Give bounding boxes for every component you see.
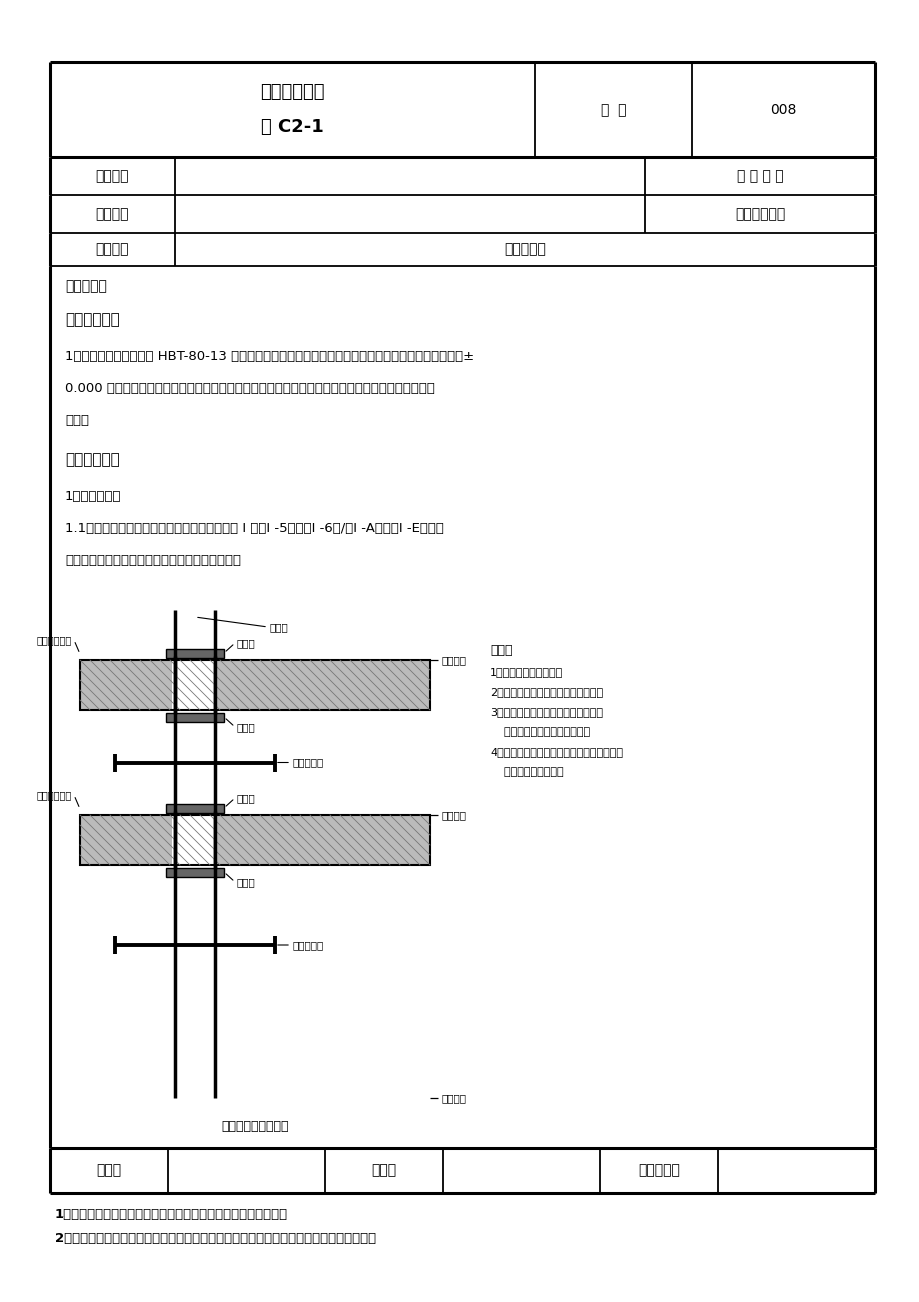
Text: 技术交底记录: 技术交底记录: [260, 83, 324, 102]
Text: 首层标高: 首层标高: [441, 1092, 467, 1103]
Text: 泵送混凝土: 泵送混凝土: [504, 242, 545, 256]
Bar: [80, 815, 429, 865]
Text: 编  号: 编 号: [600, 103, 626, 117]
Text: 表 C2-1: 表 C2-1: [261, 118, 323, 135]
Bar: [80, 660, 429, 710]
Text: 施工单位: 施工单位: [96, 207, 129, 221]
Text: 1、本表由施工单位填写，交底单位与接受交底单位各保存一份。: 1、本表由施工单位填写，交底单位与接受交底单位各保存一份。: [55, 1208, 288, 1221]
Text: 2、当做分项工程施工技术交底时，应填写「分项工程名称」栏，其他技术交底可不填写。: 2、当做分项工程施工技术交底时，应填写「分项工程名称」栏，其他技术交底可不填写。: [55, 1233, 376, 1246]
Bar: [80, 660, 429, 710]
Text: 橡胶垫: 橡胶垫: [237, 793, 255, 803]
Text: 交底人: 交底人: [371, 1164, 396, 1177]
Text: 橡胶垫: 橡胶垫: [237, 878, 255, 887]
Bar: [165, 648, 223, 658]
Text: 3、泵管穿过楼板处必须垫上橡胶垫，: 3、泵管穿过楼板处必须垫上橡胶垫，: [490, 707, 602, 717]
Text: 避免弯管直接受力。: 避免弯管直接受力。: [490, 767, 563, 777]
Bar: [80, 815, 429, 865]
Bar: [165, 712, 223, 721]
Text: 木楔子: 木楔子: [269, 622, 289, 631]
Text: 钢管架支撑: 钢管架支撑: [292, 940, 323, 950]
Bar: [165, 867, 223, 876]
Text: 0.000 后，地泵泵车及泵管等设备须进场并检验合格，安放地泵的场地平整硬化完毕且场地灌车通行: 0.000 后，地泵泵车及泵管等设备须进场并检验合格，安放地泵的场地平整硬化完毕…: [65, 381, 435, 395]
Text: 说明：: 说明：: [490, 643, 512, 656]
Text: 4、首层弯管与竖向管交界处加钢管架支撑，: 4、首层弯管与竖向管交界处加钢管架支撑，: [490, 747, 622, 756]
Text: 橡胶垫: 橡胶垫: [237, 638, 255, 648]
Text: 三、作业条件: 三、作业条件: [65, 312, 119, 328]
Text: 分项工程名称: 分项工程名称: [734, 207, 784, 221]
Text: 橡胶垫: 橡胶垫: [237, 723, 255, 732]
Text: 1、泵管布置：: 1、泵管布置：: [65, 490, 121, 503]
Text: 便捷。: 便捷。: [65, 414, 89, 427]
Text: 楼层标高: 楼层标高: [441, 810, 467, 820]
Text: 接受交底人: 接受交底人: [638, 1164, 679, 1177]
Text: 钢管架支撑: 钢管架支撑: [292, 758, 323, 767]
Text: 2、必须经常检查泵管加固是否牢固。: 2、必须经常检查泵管加固是否牢固。: [490, 687, 603, 697]
Text: 1.1竖向立管：本工程砼采用单立管输送，设在 I 段（I -5）～（I -6）/（I -A）～（I -E）间后: 1.1竖向立管：本工程砼采用单立管输送，设在 I 段（I -5）～（I -6）/…: [65, 522, 443, 535]
Text: 审核人: 审核人: [96, 1164, 121, 1177]
Text: 1、地上部分砼泵送采用 HBT-80-13 型拖式泵车一台（简称地泵），地下部分为汽车泵，施工进度至出±: 1、地上部分砼泵送采用 HBT-80-13 型拖式泵车一台（简称地泵），地下部分…: [65, 349, 473, 362]
Text: 浇带处，每层采用木楔与结构楔死，如下图所示。: 浇带处，每层采用木楔与结构楔死，如下图所示。: [65, 553, 241, 566]
Bar: [165, 803, 223, 812]
Text: 交 底 日 期: 交 底 日 期: [736, 169, 782, 184]
Text: 008: 008: [769, 103, 796, 117]
Text: 并且在四个方向加木楔楔紧。: 并且在四个方向加木楔楔紧。: [490, 727, 589, 737]
Text: 楼层标高: 楼层标高: [441, 655, 467, 665]
Text: 后浇带处钢筋: 后浇带处钢筋: [37, 635, 72, 644]
Text: 交底提要: 交底提要: [96, 242, 129, 256]
Text: 1、泵管加固必须牢固。: 1、泵管加固必须牢固。: [490, 667, 562, 677]
Text: 泵管穿越楼层大样图: 泵管穿越楼层大样图: [221, 1120, 289, 1133]
Text: 后浇带处钢筋: 后浇带处钢筋: [37, 790, 72, 799]
Text: 四、操作工艺: 四、操作工艺: [65, 453, 119, 467]
Bar: [172, 658, 218, 712]
Text: 工程名称: 工程名称: [96, 169, 129, 184]
Bar: [172, 812, 218, 867]
Text: 交底内容：: 交底内容：: [65, 279, 107, 293]
